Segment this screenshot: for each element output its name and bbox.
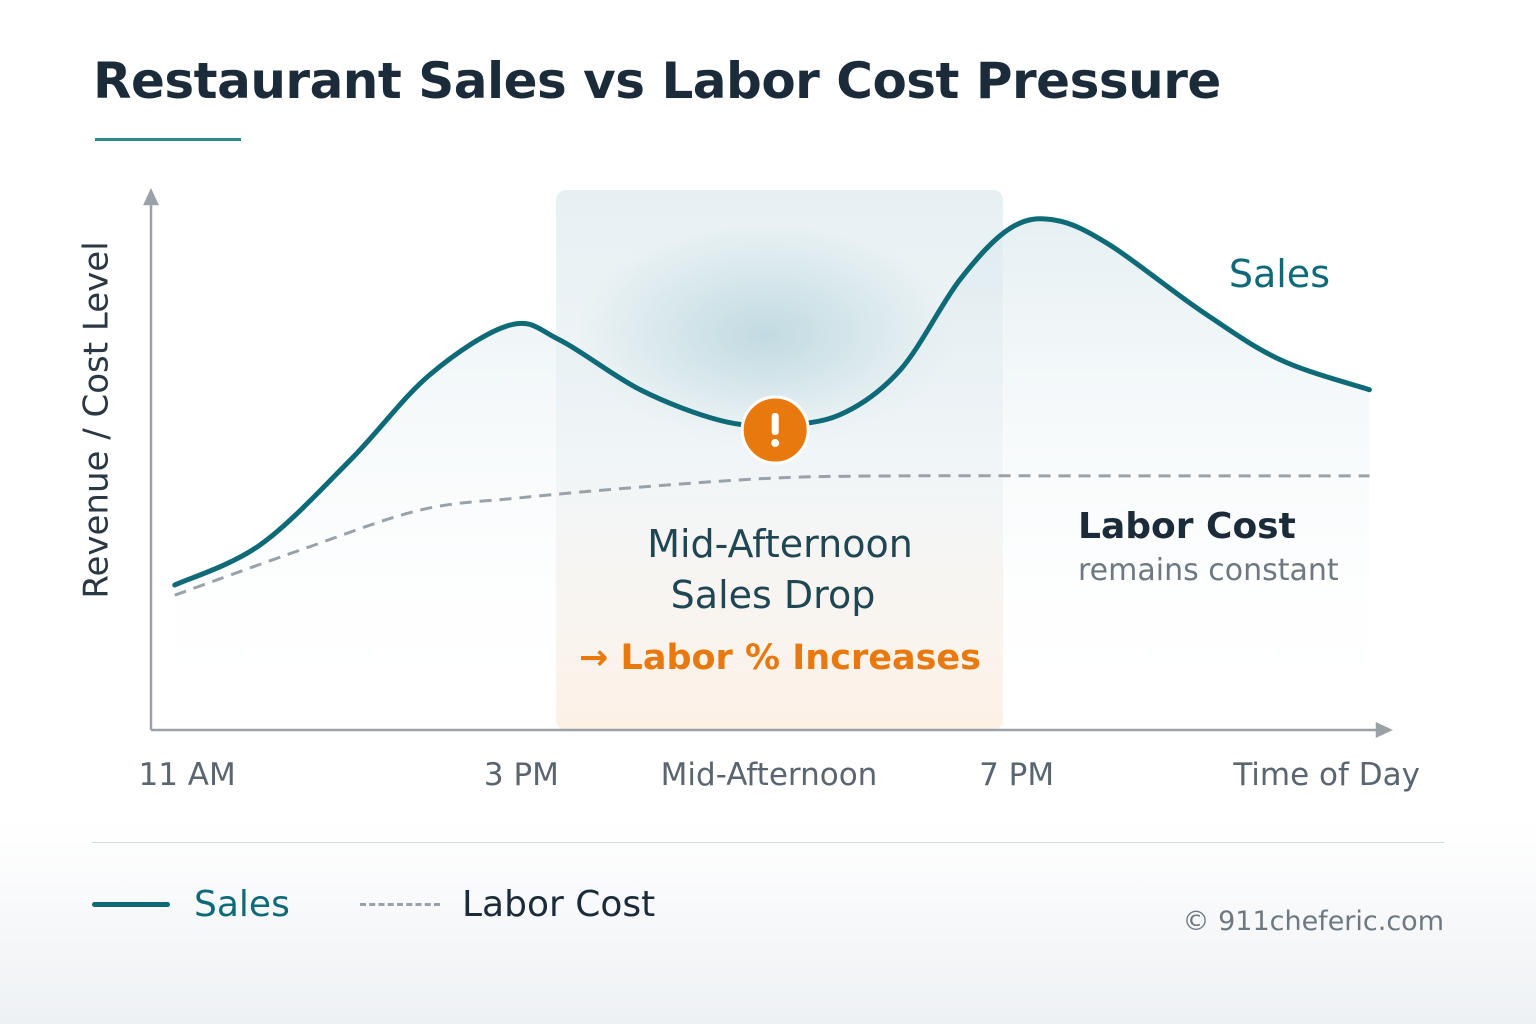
x-axis-arrow-icon [1375, 722, 1393, 738]
legend-item-labor-cost: Labor Cost [360, 884, 655, 925]
legend-label: Sales [194, 884, 290, 925]
series-labor-cost-line [174, 474, 1370, 597]
legend-swatch-solid [92, 902, 170, 907]
footer-divider [92, 842, 1444, 843]
labor-increase-label: → Labor % Increases [579, 638, 981, 678]
y-axis-arrow-icon [143, 188, 159, 206]
legend-item-sales: Sales [92, 884, 290, 925]
x-axis-label: Time of Day [1232, 757, 1420, 793]
x-tick-label: Mid-Afternoon [661, 757, 878, 793]
title-underline [95, 138, 241, 141]
labor-cost-label: Labor Cost [1078, 506, 1296, 547]
sales-area-fill [174, 218, 1370, 730]
drop-label-line2: Sales Drop [671, 573, 876, 617]
legend-label: Labor Cost [462, 884, 656, 925]
legend-swatch-dashed [360, 903, 440, 906]
sales-line-label: Sales [1229, 252, 1330, 296]
x-tick-label: 11 AM [139, 757, 236, 793]
y-axis-label: Revenue / Cost Level [77, 241, 117, 598]
labor-cost-sublabel: remains constant [1078, 553, 1339, 588]
x-tick-label: 3 PM [484, 757, 559, 793]
x-tick-label: 7 PM [979, 757, 1054, 793]
copyright: © 911cheferic.com [1182, 906, 1445, 937]
chart-title: Restaurant Sales vs Labor Cost Pressure [93, 52, 1221, 110]
exclamation-circle-icon [740, 395, 810, 465]
drop-label-line1: Mid-Afternoon [647, 522, 913, 566]
dip-glow [575, 225, 956, 446]
